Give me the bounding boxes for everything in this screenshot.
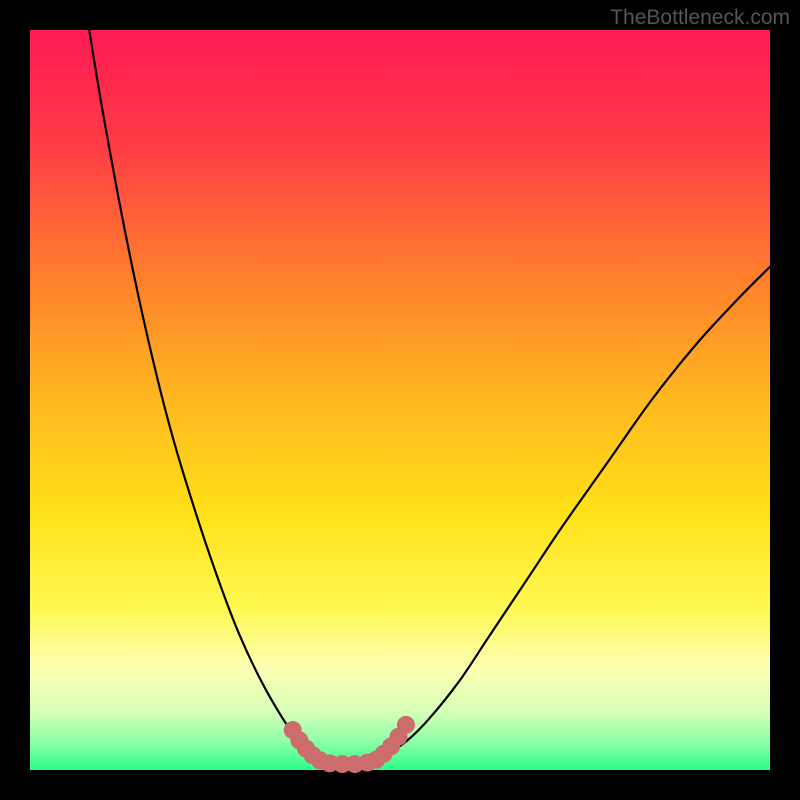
chart-container: TheBottleneck.com (0, 0, 800, 800)
bottleneck-chart (0, 0, 800, 800)
valley-marker (397, 716, 415, 734)
plot-background (30, 30, 770, 770)
watermark-text: TheBottleneck.com (610, 6, 790, 30)
